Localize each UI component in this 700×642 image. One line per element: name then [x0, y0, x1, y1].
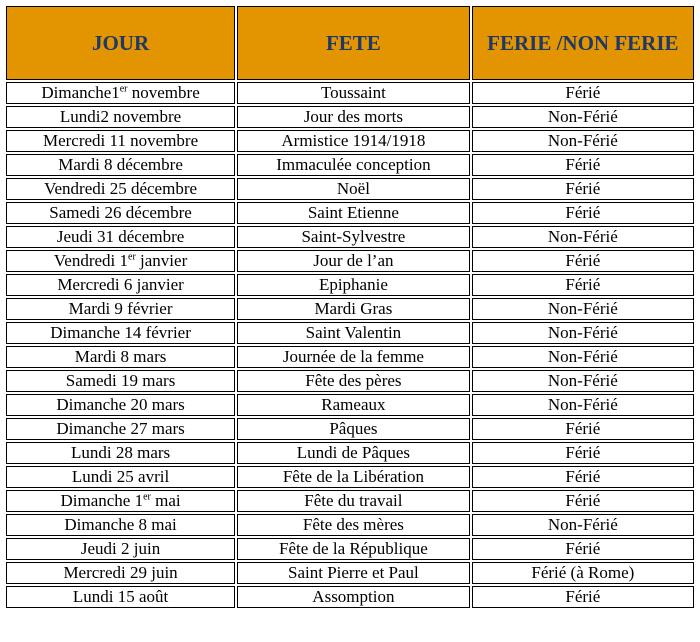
- fete-cell: Noël: [237, 178, 470, 200]
- ferie-cell: Férié: [471, 466, 694, 488]
- ferie-cell: Non-Férié: [471, 514, 694, 536]
- table-row: Vendredi 25 décembre Noël Férié: [6, 178, 694, 200]
- jour-cell: Jeudi 31 décembre: [6, 226, 236, 248]
- table-row: Dimanche 14 février Saint Valentin Non-Fér…: [6, 322, 694, 344]
- fete-cell: Saint Valentin: [237, 322, 470, 344]
- table-header: JOUR FETE FERIE /NON FERIE: [6, 6, 694, 80]
- header-ferie: FERIE /NON FERIE: [471, 6, 694, 80]
- jour-cell: Lundi 15 août: [6, 586, 236, 608]
- ordinal-superscript: er: [143, 491, 151, 503]
- table-row: Lundi2 novembre Jour des morts Non-Férié: [6, 106, 694, 128]
- ferie-cell: Non-Férié: [471, 130, 694, 152]
- ferie-cell: Férié: [471, 202, 694, 224]
- table-row: Dimanche 8 mai Fête des mères Non-Férié: [6, 514, 694, 536]
- table-row: Mercredi 29 juin Saint Pierre et Paul Féri…: [6, 562, 694, 584]
- jour-cell: Dimanche 14 février: [6, 322, 236, 344]
- table-row: Mardi 9 février Mardi Gras Non-Férié: [6, 298, 694, 320]
- ferie-cell: Férié: [471, 274, 694, 296]
- table-row: Lundi 25 avril Fête de la Libération Férié: [6, 466, 694, 488]
- jour-cell: Lundi 25 avril: [6, 466, 236, 488]
- ferie-cell: Férié: [471, 442, 694, 464]
- ferie-cell: Férié (à Rome): [471, 562, 694, 584]
- fete-cell: Fête de la République: [237, 538, 470, 560]
- jour-cell: Lundi2 novembre: [6, 106, 236, 128]
- ferie-cell: Non-Férié: [471, 298, 694, 320]
- jour-cell: Samedi 19 mars: [6, 370, 236, 392]
- jour-cell: Lundi 28 mars: [6, 442, 236, 464]
- fete-cell: Pâques: [237, 418, 470, 440]
- header-row: JOUR FETE FERIE /NON FERIE: [6, 6, 694, 80]
- jour-cell: Dimanche 8 mai: [6, 514, 236, 536]
- header-jour: JOUR: [6, 6, 236, 80]
- fete-cell: Fête des pères: [237, 370, 470, 392]
- table-row: Mercredi 6 janvier Epiphanie Férié: [6, 274, 694, 296]
- fete-cell: Fête de la Libération: [237, 466, 470, 488]
- ferie-cell: Férié: [471, 250, 694, 272]
- ferie-cell: Non-Férié: [471, 370, 694, 392]
- ferie-cell: Férié: [471, 538, 694, 560]
- ferie-cell: Non-Férié: [471, 226, 694, 248]
- fete-cell: Mardi Gras: [237, 298, 470, 320]
- jour-cell: Dimanche1er novembre: [6, 82, 236, 104]
- jour-cell: Samedi 26 décembre: [6, 202, 236, 224]
- fete-cell: Fête du travail: [237, 490, 470, 512]
- ordinal-superscript: er: [119, 83, 128, 95]
- ordinal-superscript: er: [128, 251, 136, 263]
- table-row: Mardi 8 mars Journée de la femme Non-Férié: [6, 346, 694, 368]
- jour-cell: Mercredi 11 novembre: [6, 130, 236, 152]
- jour-cell: Mercredi 29 juin: [6, 562, 236, 584]
- ferie-cell: Non-Férié: [471, 322, 694, 344]
- ferie-cell: Non-Férié: [471, 394, 694, 416]
- fete-cell: Lundi de Pâques: [237, 442, 470, 464]
- ferie-cell: Férié: [471, 178, 694, 200]
- ferie-cell: Férié: [471, 82, 694, 104]
- ferie-cell: Férié: [471, 154, 694, 176]
- fete-cell: Saint Pierre et Paul: [237, 562, 470, 584]
- table-row: Lundi 28 mars Lundi de Pâques Férié: [6, 442, 694, 464]
- table-row: Mercredi 11 novembre Armistice 1914/1918 N…: [6, 130, 694, 152]
- fete-cell: Epiphanie: [237, 274, 470, 296]
- table-row: Samedi 26 décembre Saint Etienne Férié: [6, 202, 694, 224]
- fete-cell: Saint-Sylvestre: [237, 226, 470, 248]
- jour-cell: Dimanche 1er mai: [6, 490, 236, 512]
- table-body: Dimanche1er novembre Toussaint Férié Lundi2…: [6, 82, 694, 608]
- jour-cell: Mardi 8 mars: [6, 346, 236, 368]
- jour-cell: Mardi 9 février: [6, 298, 236, 320]
- table-row: Mardi 8 décembre Immaculée conception Féri…: [6, 154, 694, 176]
- table-row: Dimanche 20 mars Rameaux Non-Férié: [6, 394, 694, 416]
- jour-cell: Mardi 8 décembre: [6, 154, 236, 176]
- table-row: Dimanche1er novembre Toussaint Férié: [6, 82, 694, 104]
- jour-cell: Vendredi 25 décembre: [6, 178, 236, 200]
- fete-cell: Assomption: [237, 586, 470, 608]
- jour-cell: Vendredi 1er janvier: [6, 250, 236, 272]
- holidays-table: JOUR FETE FERIE /NON FERIE Dimanche1er n…: [4, 4, 696, 610]
- ferie-cell: Non-Férié: [471, 106, 694, 128]
- jour-cell: Dimanche 27 mars: [6, 418, 236, 440]
- ferie-cell: Férié: [471, 418, 694, 440]
- table-row: Dimanche 1er mai Fête du travail Férié: [6, 490, 694, 512]
- jour-cell: Mercredi 6 janvier: [6, 274, 236, 296]
- table-row: Samedi 19 mars Fête des pères Non-Férié: [6, 370, 694, 392]
- fete-cell: Armistice 1914/1918: [237, 130, 470, 152]
- fete-cell: Journée de la femme: [237, 346, 470, 368]
- ferie-cell: Férié: [471, 490, 694, 512]
- table-row: Lundi 15 août Assomption Férié: [6, 586, 694, 608]
- jour-cell: Dimanche 20 mars: [6, 394, 236, 416]
- fete-cell: Jour des morts: [237, 106, 470, 128]
- table-row: Jeudi 2 juin Fête de la République Férié: [6, 538, 694, 560]
- fete-cell: Saint Etienne: [237, 202, 470, 224]
- table-row: Jeudi 31 décembre Saint-Sylvestre Non-Féri…: [6, 226, 694, 248]
- table-row: Vendredi 1er janvier Jour de l’an Férié: [6, 250, 694, 272]
- fete-cell: Rameaux: [237, 394, 470, 416]
- header-fete: FETE: [237, 6, 470, 80]
- fete-cell: Immaculée conception: [237, 154, 470, 176]
- jour-cell: Jeudi 2 juin: [6, 538, 236, 560]
- fete-cell: Jour de l’an: [237, 250, 470, 272]
- fete-cell: Fête des mères: [237, 514, 470, 536]
- ferie-cell: Non-Férié: [471, 346, 694, 368]
- fete-cell: Toussaint: [237, 82, 470, 104]
- table-row: Dimanche 27 mars Pâques Férié: [6, 418, 694, 440]
- ferie-cell: Férié: [471, 586, 694, 608]
